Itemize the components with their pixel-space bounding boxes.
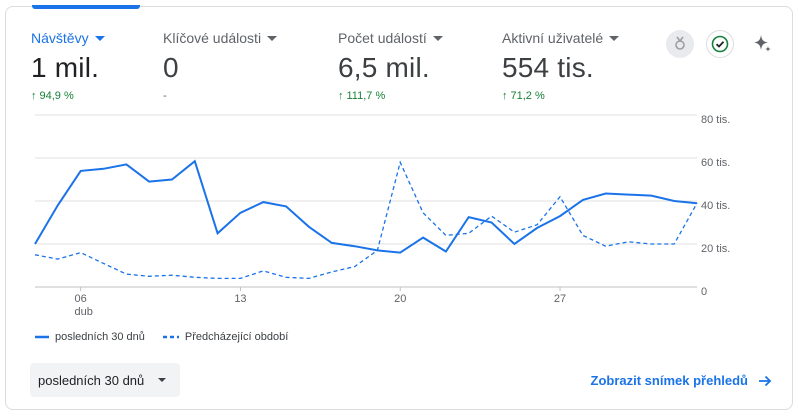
x-tick-label: 13 xyxy=(234,293,246,305)
view-snapshot-label: Zobrazit snímek přehledů xyxy=(590,373,748,388)
y-tick-label: 40 tis. xyxy=(701,200,730,212)
legend-item-current[interactable]: posledních 30 dnů xyxy=(35,331,145,343)
metric-change: 111,7 % xyxy=(346,90,386,102)
y-tick-label: 0 xyxy=(701,286,707,298)
legend-label: Předcházející období xyxy=(184,331,289,343)
view-snapshot-link[interactable]: Zobrazit snímek přehledů xyxy=(591,373,772,388)
metric-label: Klíčové události xyxy=(163,30,262,46)
chart-legend: posledních 30 dnů Předcházející období xyxy=(35,331,288,343)
metric-label: Aktivní uživatelé xyxy=(502,30,604,46)
metric-label: Návštěvy xyxy=(31,30,89,46)
metric-visits[interactable]: Návštěvy 1 mil. ↑ 94,9 % xyxy=(31,30,105,102)
x-tick-label: 06 xyxy=(75,293,87,305)
metric-value: 6,5 mil. xyxy=(338,52,430,83)
chevron-down-icon[interactable] xyxy=(267,35,278,41)
chevron-down-icon[interactable] xyxy=(432,35,443,41)
metric-value: 554 tis. xyxy=(502,52,594,83)
y-tick-label: 80 tis. xyxy=(701,114,730,126)
metric-value: 0 xyxy=(163,52,179,83)
x-tick-label: 20 xyxy=(394,293,406,305)
overview-card xyxy=(5,6,793,410)
y-tick-label: 20 tis. xyxy=(701,243,730,255)
active-tab-indicator xyxy=(32,5,140,9)
chevron-down-icon[interactable] xyxy=(94,35,105,41)
metric-event-count[interactable]: Počet událostí 6,5 mil. ↑ 111,7 % xyxy=(338,30,443,102)
metric-change: - xyxy=(163,90,167,102)
sparkle-icon[interactable] xyxy=(748,30,776,58)
metric-active-users[interactable]: Aktivní uživatelé 554 tis. ↑ 71,2 % xyxy=(502,30,620,102)
check-circle-icon[interactable] xyxy=(706,30,734,58)
legend-label: posledních 30 dnů xyxy=(55,331,145,343)
legend-item-previous[interactable]: Předcházející období xyxy=(162,331,289,343)
caret-down-icon xyxy=(158,378,166,382)
metric-label: Počet událostí xyxy=(338,30,427,46)
arrow-up-icon: ↑ xyxy=(31,90,37,102)
x-tick-sublabel: dub xyxy=(74,306,92,318)
metric-key-events[interactable]: Klíčové události 0 - xyxy=(163,30,278,102)
chevron-down-icon[interactable] xyxy=(609,35,620,41)
arrow-right-icon xyxy=(759,375,772,386)
metric-change: 94,9 % xyxy=(39,90,74,102)
metric-change: 71,2 % xyxy=(510,90,545,102)
date-range-value: posledních 30 dnů xyxy=(38,372,145,388)
x-tick-label: 27 xyxy=(554,293,566,305)
y-tick-label: 60 tis. xyxy=(701,157,730,169)
arrow-up-icon: ↑ xyxy=(502,90,508,102)
insights-badge-icon[interactable] xyxy=(666,30,694,58)
arrow-up-icon: ↑ xyxy=(338,90,344,102)
date-range-select[interactable]: posledních 30 dnů xyxy=(30,363,180,397)
series-line-current xyxy=(34,159,698,254)
metric-value: 1 mil. xyxy=(31,52,100,83)
series-line-previous xyxy=(34,160,698,280)
